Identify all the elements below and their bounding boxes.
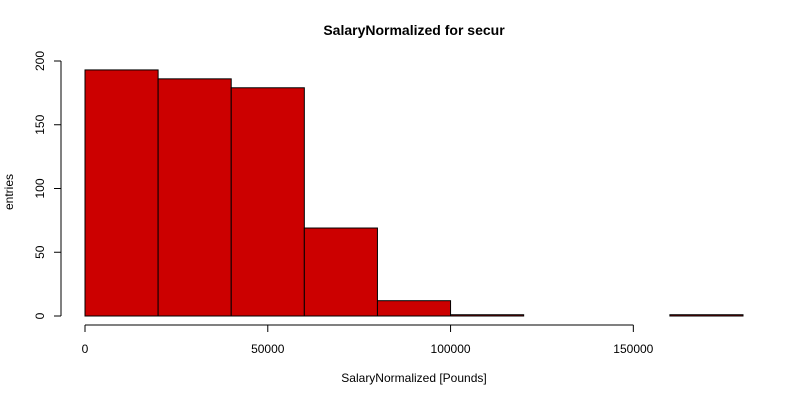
x-tick-label: 100000 [431, 342, 471, 356]
x-tick-label: 0 [82, 342, 89, 356]
y-tick-label: 0 [33, 312, 47, 319]
y-axis: 0 50 100 150 200 [33, 51, 62, 319]
x-axis: 0 50000 100000 150000 [82, 324, 654, 356]
histogram-bar [157, 78, 232, 317]
x-axis-label: SalaryNormalized [Pounds] [341, 371, 486, 385]
y-tick-label: 50 [33, 245, 47, 259]
histogram-bar [84, 69, 159, 317]
chart-title: SalaryNormalized for secur [323, 22, 505, 38]
histogram-bar [303, 227, 378, 317]
y-tick-label: 200 [33, 51, 47, 71]
y-tick-label: 100 [33, 178, 47, 198]
histogram-bar [669, 314, 744, 317]
histogram-bar [376, 300, 452, 317]
histogram-bar [450, 314, 525, 317]
x-tick-label: 50000 [251, 342, 285, 356]
x-tick-label: 150000 [613, 342, 653, 356]
y-tick-label: 150 [33, 114, 47, 134]
bars-group [84, 69, 744, 317]
y-axis-label: entries [2, 174, 16, 210]
histogram-bar [230, 87, 305, 317]
